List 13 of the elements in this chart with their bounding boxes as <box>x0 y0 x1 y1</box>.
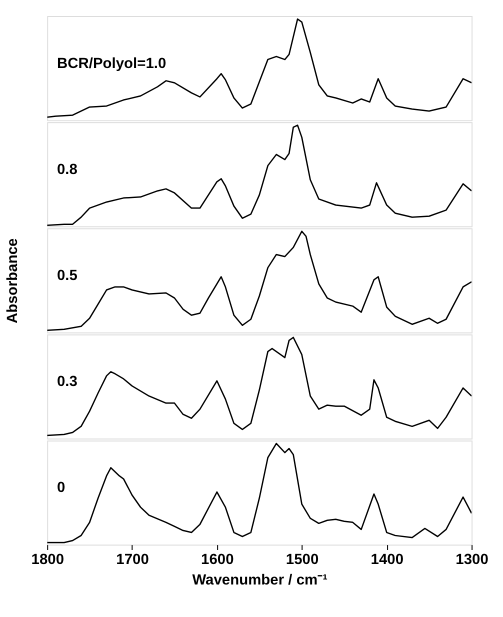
x-tick-label: 1500 <box>286 552 319 568</box>
annotation: 0.5 <box>56 268 78 284</box>
annotation: 0.8 <box>56 162 78 178</box>
annotation: BCR/Polyol=1.0 <box>56 56 166 72</box>
x-tick-label: 1300 <box>456 552 488 568</box>
x-tick-label: 1700 <box>116 552 149 568</box>
y-axis-title: Absorbance <box>5 238 22 324</box>
annotation: 0.3 <box>56 374 78 390</box>
x-tick-label: 1800 <box>31 552 64 568</box>
annotation: 0 <box>56 480 66 496</box>
x-axis-title: Wavenumber / cm⁻¹ <box>192 572 328 588</box>
x-tick-label: 1600 <box>201 552 234 568</box>
x-tick-label: 1400 <box>370 552 404 568</box>
